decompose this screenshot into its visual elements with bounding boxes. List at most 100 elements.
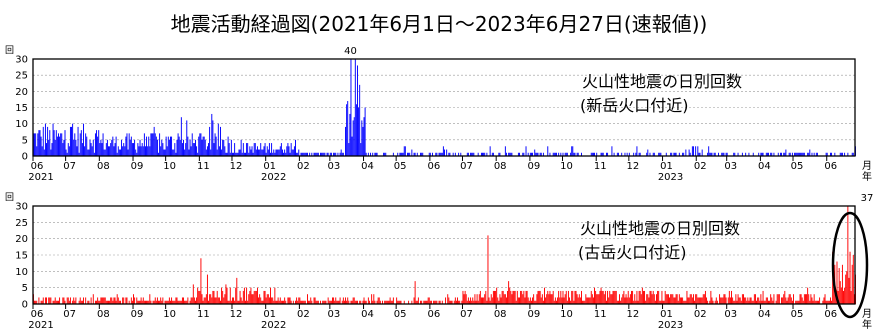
x-tick-label: 08	[494, 309, 507, 320]
bar	[267, 294, 269, 304]
bar	[139, 139, 141, 156]
bar	[713, 152, 715, 156]
bar	[333, 152, 335, 156]
bar	[435, 300, 437, 304]
bar	[304, 152, 306, 156]
bar	[131, 143, 133, 156]
bar	[43, 149, 45, 156]
bar	[327, 297, 329, 304]
bar	[176, 139, 178, 156]
bar	[222, 139, 224, 156]
bar	[218, 146, 220, 156]
bar	[572, 146, 574, 156]
bar	[646, 294, 648, 304]
bar	[258, 149, 260, 156]
bar	[382, 300, 383, 304]
bar	[116, 152, 118, 156]
bar	[213, 290, 215, 304]
bar	[522, 152, 524, 156]
bar	[500, 297, 502, 304]
bar	[695, 146, 697, 156]
bar	[615, 290, 617, 304]
bar	[65, 149, 67, 156]
x-tick-label: 03	[724, 161, 737, 172]
bar	[201, 294, 203, 304]
bar	[262, 149, 264, 156]
bar	[840, 152, 842, 156]
bar	[329, 300, 331, 304]
bar	[555, 300, 557, 304]
bar	[459, 300, 461, 304]
bar	[622, 294, 624, 304]
bar	[264, 290, 266, 304]
bar	[205, 294, 207, 304]
bar	[126, 133, 128, 156]
bar	[44, 123, 46, 156]
bar	[278, 300, 280, 304]
y-tick-label: 5	[22, 283, 28, 294]
bar	[41, 300, 43, 304]
bar	[429, 300, 431, 304]
bar	[477, 152, 479, 156]
bar	[851, 152, 853, 156]
bar	[534, 300, 536, 304]
bar	[834, 152, 836, 156]
bar	[391, 300, 393, 304]
x-tick-label: 07	[460, 309, 473, 320]
bar	[636, 290, 638, 304]
bar	[811, 297, 813, 304]
bar	[94, 133, 96, 156]
bar	[396, 297, 398, 304]
bar	[81, 300, 83, 304]
bar	[295, 300, 296, 304]
x-tick-label: 04	[361, 309, 374, 320]
bar	[661, 290, 663, 304]
bar	[601, 152, 603, 156]
bar	[501, 290, 503, 304]
bar	[449, 300, 451, 304]
bar	[701, 149, 703, 156]
bar	[495, 290, 497, 304]
bar	[177, 300, 179, 304]
y-tick-label: 25	[15, 71, 28, 82]
bar	[388, 300, 390, 304]
bar	[63, 297, 65, 304]
bar	[220, 300, 221, 304]
bar	[291, 149, 293, 156]
bar	[466, 152, 468, 156]
bar	[225, 152, 227, 156]
bar	[617, 300, 619, 304]
bar	[261, 300, 263, 304]
bar	[160, 146, 162, 156]
bar	[197, 152, 199, 156]
bar	[66, 152, 68, 156]
bar	[224, 294, 226, 304]
bar	[359, 84, 361, 156]
bar	[370, 152, 372, 156]
bar	[246, 287, 248, 304]
bar	[809, 149, 811, 156]
bar	[138, 146, 140, 156]
bar	[566, 300, 568, 304]
bar	[298, 297, 300, 304]
bar	[602, 152, 604, 156]
bar	[275, 149, 277, 156]
bar	[553, 152, 555, 156]
bar	[89, 139, 91, 156]
bar	[581, 290, 582, 304]
x-tick-label: 09	[528, 161, 541, 172]
bar	[544, 287, 545, 304]
bar	[416, 152, 418, 156]
bar	[68, 146, 70, 156]
x-tick-label: 08	[97, 309, 110, 320]
bar	[146, 300, 148, 304]
bar	[583, 300, 585, 304]
bar	[758, 152, 760, 156]
bar	[296, 297, 298, 304]
bar	[348, 143, 350, 156]
bar	[109, 300, 111, 304]
bar	[448, 297, 450, 304]
bar	[355, 104, 357, 156]
bar	[156, 139, 158, 156]
bar	[116, 294, 118, 304]
